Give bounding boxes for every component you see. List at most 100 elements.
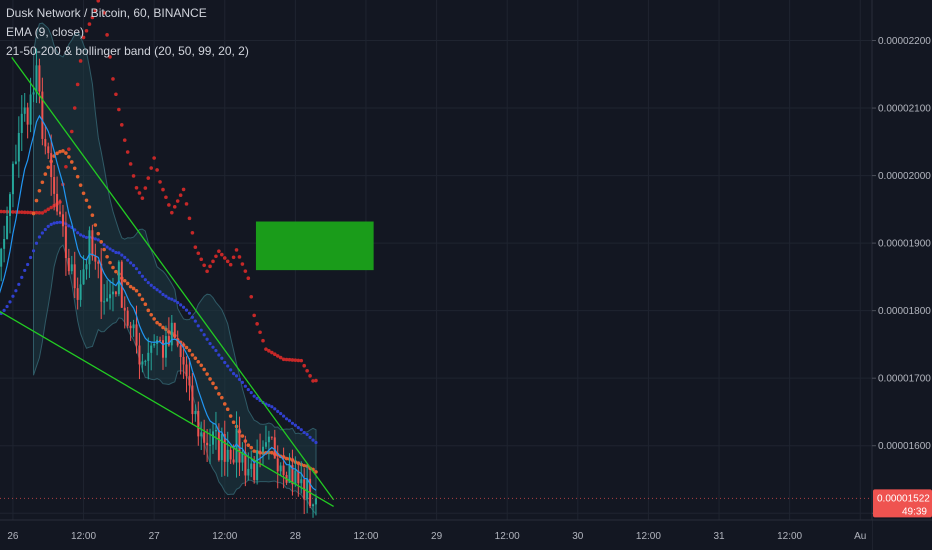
candle-body[interactable] — [11, 163, 14, 195]
candle-body[interactable] — [264, 442, 267, 447]
candle-body[interactable] — [26, 107, 29, 125]
candle-body[interactable] — [129, 325, 132, 329]
candle-body[interactable] — [197, 410, 200, 437]
candle-body[interactable] — [91, 230, 94, 257]
candle-body[interactable] — [226, 449, 229, 462]
candle-body[interactable] — [300, 479, 303, 484]
candle-body[interactable] — [106, 298, 109, 302]
candle-body[interactable] — [256, 450, 259, 481]
candle-body[interactable] — [6, 216, 9, 239]
candle-body[interactable] — [312, 504, 315, 507]
candle-body[interactable] — [50, 153, 53, 178]
candle-body[interactable] — [211, 431, 214, 445]
candle-body[interactable] — [167, 336, 170, 346]
candle-body[interactable] — [56, 193, 59, 212]
candle-body[interactable] — [67, 257, 70, 272]
candle-body[interactable] — [170, 322, 173, 346]
candle-body[interactable] — [273, 437, 276, 459]
legend-title[interactable]: Dusk Network / Bitcoin, 60, BINANCE — [6, 6, 207, 20]
candle-body[interactable] — [314, 498, 317, 505]
candle-body[interactable] — [29, 94, 32, 125]
candle-body[interactable] — [259, 450, 262, 452]
candle-body[interactable] — [64, 226, 67, 258]
candle-body[interactable] — [306, 478, 309, 500]
candle-body[interactable] — [35, 65, 38, 93]
candle-body[interactable] — [9, 194, 12, 217]
candle-body[interactable] — [70, 264, 73, 272]
candle-body[interactable] — [244, 452, 247, 476]
candle-body[interactable] — [241, 452, 244, 463]
candle-body[interactable] — [79, 284, 82, 300]
target-zone[interactable] — [255, 221, 374, 271]
candle-body[interactable] — [138, 345, 141, 365]
candle-body[interactable] — [294, 470, 297, 485]
candle-body[interactable] — [270, 436, 273, 438]
candle-body[interactable] — [47, 146, 50, 154]
candle-body[interactable] — [229, 449, 232, 460]
legend-ema[interactable]: EMA (9, close) — [6, 25, 85, 39]
candle-body[interactable] — [182, 356, 185, 365]
candle-body[interactable] — [220, 434, 223, 461]
candle-body[interactable] — [267, 436, 270, 443]
candle-body[interactable] — [135, 324, 138, 346]
candle-body[interactable] — [214, 430, 217, 432]
candle-body[interactable] — [53, 177, 56, 194]
candle-body[interactable] — [188, 376, 191, 386]
candle-body[interactable] — [23, 107, 26, 114]
candle-body[interactable] — [200, 432, 203, 437]
candle-body[interactable] — [103, 301, 106, 303]
candle-body[interactable] — [253, 463, 256, 481]
candle-body[interactable] — [41, 91, 44, 139]
candle-body[interactable] — [297, 470, 300, 484]
time-axis[interactable] — [0, 520, 872, 550]
candle-body[interactable] — [73, 264, 76, 289]
candle-body[interactable] — [3, 238, 6, 249]
candle-body[interactable] — [117, 261, 120, 295]
current-price-badge[interactable] — [873, 489, 932, 518]
candle-body[interactable] — [176, 338, 179, 346]
candle-body[interactable] — [126, 310, 129, 326]
candle-body[interactable] — [276, 458, 279, 472]
upper-trendline[interactable] — [11, 57, 335, 501]
candle-body[interactable] — [17, 132, 20, 162]
candle-body[interactable] — [194, 410, 197, 415]
candle-body[interactable] — [150, 345, 153, 353]
candle-body[interactable] — [282, 465, 285, 475]
candle-body[interactable] — [76, 288, 79, 300]
candle-body[interactable] — [144, 360, 147, 362]
candle-body[interactable] — [132, 324, 135, 329]
candle-body[interactable] — [100, 263, 103, 302]
lower-trendline[interactable] — [0, 310, 334, 508]
candle-body[interactable] — [179, 345, 182, 357]
candle-body[interactable] — [88, 230, 91, 265]
candle-body[interactable] — [223, 434, 226, 462]
candle-body[interactable] — [279, 465, 282, 472]
candle-body[interactable] — [238, 428, 241, 463]
candle-body[interactable] — [14, 161, 17, 164]
candle-body[interactable] — [209, 444, 212, 446]
candle-body[interactable] — [291, 465, 294, 485]
candle-body[interactable] — [185, 364, 188, 377]
candle-body[interactable] — [0, 248, 3, 267]
candle-body[interactable] — [191, 385, 194, 415]
candle-body[interactable] — [32, 92, 35, 95]
candle-body[interactable] — [147, 352, 150, 361]
ema-line[interactable] — [0, 114, 317, 491]
candle-body[interactable] — [161, 340, 164, 358]
candle-body[interactable] — [109, 294, 112, 299]
candle-body[interactable] — [159, 339, 162, 341]
candle-body[interactable] — [232, 459, 235, 463]
candle-body[interactable] — [141, 361, 144, 365]
candle-body[interactable] — [288, 465, 291, 483]
candle-body[interactable] — [247, 468, 250, 476]
candle-body[interactable] — [97, 261, 100, 264]
candle-body[interactable] — [206, 442, 209, 446]
candle-body[interactable] — [82, 269, 85, 285]
candle-body[interactable] — [20, 113, 23, 133]
candle-body[interactable] — [262, 446, 265, 452]
price-axis[interactable] — [872, 0, 932, 550]
candle-body[interactable] — [153, 343, 156, 346]
candle-body[interactable] — [61, 214, 64, 227]
